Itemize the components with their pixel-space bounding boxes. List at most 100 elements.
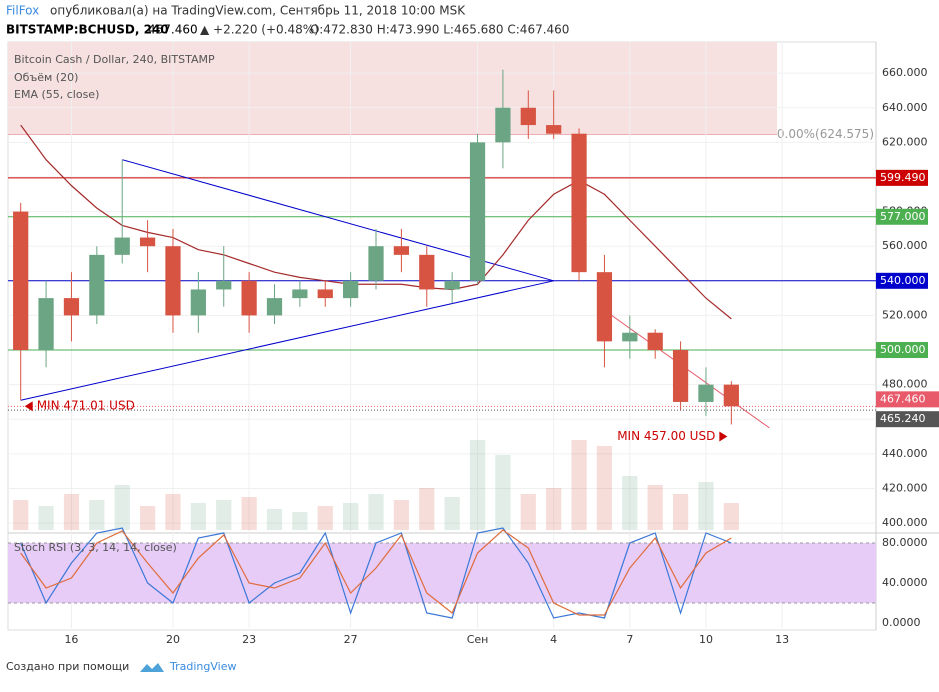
rsi-tick-label: 0.0000 xyxy=(882,616,921,629)
y-tick-label: 480.000 xyxy=(882,378,928,391)
candle-body xyxy=(114,237,130,255)
volume-bar xyxy=(89,500,105,530)
fib-label: 0.00%(624.575) xyxy=(777,127,874,141)
candle-body xyxy=(216,280,232,290)
volume-bar xyxy=(63,494,80,530)
volume-bar xyxy=(190,503,206,530)
candle-body xyxy=(393,246,410,255)
symbol: BITSTAMP:BCHUSD, 240 xyxy=(6,23,169,37)
volume-bar xyxy=(317,506,333,530)
candle-body xyxy=(698,384,714,402)
ema-line xyxy=(20,124,732,320)
level-tag xyxy=(876,272,928,289)
candle-body xyxy=(520,107,536,126)
footer-text: Создано при помощи xyxy=(6,660,129,673)
author[interactable]: FilFox xyxy=(6,4,39,18)
x-tick-label: 13 xyxy=(775,633,789,646)
candle-body xyxy=(469,142,486,281)
volume-bar xyxy=(165,494,181,530)
volume-bar xyxy=(469,440,486,530)
volume-bar xyxy=(241,497,257,530)
price-label: 465.240 xyxy=(880,412,926,425)
volume-bar xyxy=(13,500,29,530)
x-tick-label: 10 xyxy=(699,633,713,646)
volume-bar xyxy=(368,494,384,530)
candle-body xyxy=(89,254,105,316)
level-tag xyxy=(876,342,928,359)
price-label: 467.460 xyxy=(880,392,926,405)
fib-zone xyxy=(8,42,778,135)
volume-bar xyxy=(216,500,232,530)
candle-body xyxy=(571,133,587,273)
rsi-band xyxy=(8,543,876,603)
volume-bar xyxy=(647,485,663,530)
volume-bar xyxy=(266,509,283,530)
x-tick-label: 20 xyxy=(166,633,180,646)
legend-ema: EMA (55, close) xyxy=(14,88,99,101)
y-tick-label: 620.000 xyxy=(882,135,928,148)
candle-body xyxy=(647,332,663,351)
volume-bar xyxy=(520,494,536,530)
volume-bar xyxy=(343,503,359,530)
candle-body xyxy=(13,211,29,351)
last: 467.460 xyxy=(148,23,198,37)
rsi-k-line xyxy=(20,527,732,619)
volume-bar xyxy=(114,485,130,530)
published: опубликовал(а) на TradingView.com, Сентя… xyxy=(50,4,466,18)
volume-bar xyxy=(571,440,587,530)
level-label: 599.490 xyxy=(880,171,926,184)
volume-bar xyxy=(723,503,739,530)
x-tick-label: Сен xyxy=(467,633,489,646)
y-tick-label: 660.000 xyxy=(882,66,928,79)
level-tag xyxy=(876,208,928,225)
candle-body xyxy=(444,280,460,290)
volume-bar xyxy=(622,476,638,530)
candle-body xyxy=(190,289,206,316)
candle-body xyxy=(622,332,638,342)
rsi-tick-label: 80.0000 xyxy=(882,536,928,549)
candle-body xyxy=(139,237,156,247)
y-tick-label: 520.000 xyxy=(882,308,928,321)
volume-bar xyxy=(444,497,460,530)
price-tag xyxy=(876,391,939,408)
level-label: 540.000 xyxy=(880,274,926,287)
candle-body xyxy=(419,254,435,290)
volume-bar xyxy=(393,500,410,530)
candle-body xyxy=(368,246,384,281)
volume-bar xyxy=(596,446,613,530)
volume-bar xyxy=(292,512,308,530)
rsi-tick-label: 40.0000 xyxy=(882,576,928,589)
y-tick-label: 640.000 xyxy=(882,101,928,114)
annotation-arrow xyxy=(719,431,728,442)
x-tick-label: 23 xyxy=(242,633,256,646)
level-label: 500.000 xyxy=(880,343,926,356)
y-tick-label: 400.000 xyxy=(882,516,928,529)
candle-body xyxy=(165,246,181,316)
candle-body xyxy=(317,289,333,299)
x-tick-label: 27 xyxy=(344,633,358,646)
candle-body xyxy=(672,350,689,402)
x-tick-label: 7 xyxy=(626,633,633,646)
annotation-arrow xyxy=(24,401,33,412)
tv-logo[interactable] xyxy=(140,663,164,672)
volume-bar xyxy=(139,506,156,530)
rsi-d-line xyxy=(20,529,732,616)
level-tag xyxy=(876,169,928,186)
candle-body xyxy=(343,280,359,299)
candle-body xyxy=(266,298,283,316)
candle-body xyxy=(241,280,257,316)
trend-line xyxy=(20,159,554,401)
volume-bar xyxy=(546,488,562,530)
volume-bar xyxy=(419,488,435,530)
change: ▲ +2.220 (+0.48%) xyxy=(200,23,319,37)
y-tick-label: 420.000 xyxy=(882,481,928,494)
legend-volume: Объём (20) xyxy=(14,71,78,84)
legend-rsi: Stoch RSI (3, 3, 14, 14, close) xyxy=(14,541,177,554)
y-tick-label: 560.000 xyxy=(882,239,928,252)
candle-body xyxy=(596,272,613,342)
candle-body xyxy=(723,384,739,407)
footer-brand[interactable]: TradingView xyxy=(169,660,236,673)
y-tick-label: 440.000 xyxy=(882,447,928,460)
